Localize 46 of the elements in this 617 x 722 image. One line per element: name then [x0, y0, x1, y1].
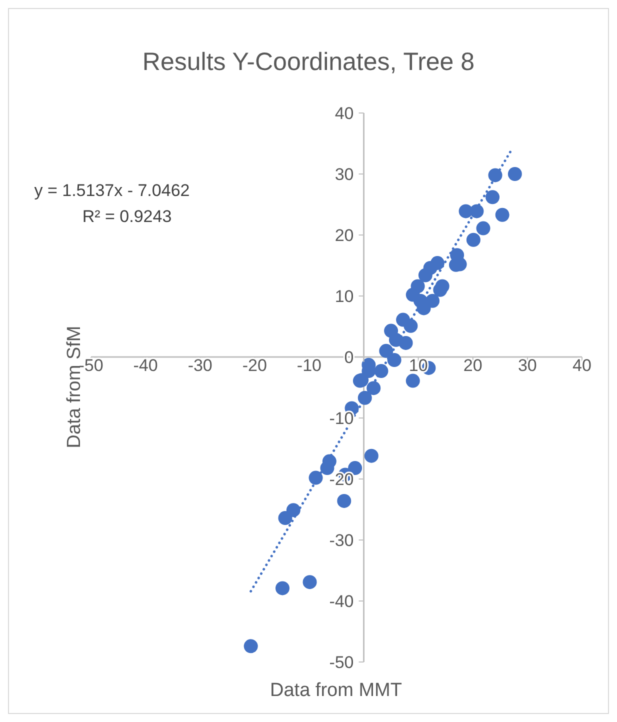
point [406, 374, 420, 388]
x-tick-label: -10 [296, 356, 322, 375]
y-tick-label: 0 [344, 348, 354, 367]
point [435, 279, 450, 294]
point [364, 448, 378, 463]
point [366, 381, 381, 396]
point [387, 353, 402, 368]
point [508, 167, 522, 181]
annotation: y = 1.5137x - 7.0462 [34, 181, 190, 200]
y-tick-label: -10 [329, 409, 354, 428]
point [486, 190, 500, 204]
point [495, 208, 510, 222]
x-tick-label: -40 [133, 356, 158, 375]
annotation: R² = 0.9243 [82, 207, 172, 226]
point [410, 279, 425, 294]
x-tick-label: -20 [242, 356, 267, 375]
y-tick-label: -50 [329, 653, 354, 672]
x-tick-label: -30 [188, 356, 212, 375]
point [278, 511, 292, 526]
y-tick-label: -40 [329, 592, 354, 611]
point [466, 232, 480, 247]
y-tick-label: 40 [334, 104, 354, 123]
y-tick-label: 30 [334, 165, 354, 184]
point [476, 221, 490, 236]
point [275, 581, 290, 596]
point [398, 336, 413, 350]
chart-title: Results Y-Coordinates, Tree 8 [142, 48, 475, 76]
point [404, 318, 418, 333]
x-tick-label: 30 [518, 356, 537, 375]
y-tick-label: 10 [334, 287, 354, 306]
x-axis-title: Data from MMT [270, 680, 402, 701]
y-tick-label: -30 [329, 531, 354, 550]
x-tick-label: 20 [463, 356, 482, 375]
point [302, 575, 317, 590]
x-tick-label: -50 [78, 356, 104, 375]
point [426, 294, 440, 308]
point [308, 470, 323, 485]
point [470, 204, 484, 218]
y-tick-label: 20 [334, 226, 354, 245]
point [244, 639, 258, 654]
y-tick-label: -20 [329, 470, 354, 489]
x-tick-label: 40 [572, 356, 592, 375]
point [379, 344, 394, 358]
point [430, 256, 444, 270]
point [337, 494, 352, 508]
point [488, 168, 502, 182]
